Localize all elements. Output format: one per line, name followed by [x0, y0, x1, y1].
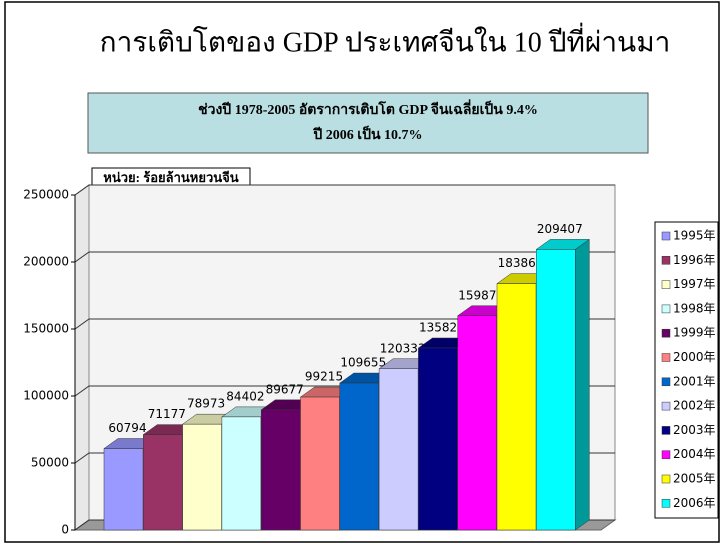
- y-tick-label: 200000: [23, 255, 69, 269]
- bar-face: [378, 368, 419, 531]
- bar-face: [339, 382, 380, 531]
- bar-face: [182, 423, 222, 531]
- legend-swatch: [661, 450, 671, 459]
- grid-line: [74, 184, 615, 196]
- legend-swatch: [661, 280, 671, 289]
- grid-line: [74, 318, 615, 330]
- bar-face: [260, 409, 301, 531]
- info-box: [87, 92, 649, 154]
- legend-swatch: [661, 401, 671, 411]
- bar-face: [536, 249, 576, 531]
- data-label: 135823: [419, 320, 465, 334]
- legend-swatch: [661, 304, 671, 314]
- data-label: 183868: [498, 256, 544, 270]
- data-label: 109655: [340, 356, 386, 370]
- legend-swatch: [661, 353, 671, 362]
- data-label: 120333: [380, 341, 426, 355]
- bar-face: [300, 396, 340, 531]
- legend-label: 2003年: [673, 423, 716, 437]
- legend-swatch: [661, 231, 671, 241]
- y-tick-label: 250000: [23, 188, 69, 202]
- legend-label: 2006年: [673, 496, 716, 510]
- bar-face: [221, 416, 262, 531]
- legend-label: 2005年: [673, 472, 716, 486]
- legend-label: 1996年: [673, 253, 716, 267]
- legend-swatch: [661, 499, 671, 508]
- legend-label: 1997年: [673, 277, 716, 291]
- legend-label: 2002年: [673, 399, 716, 413]
- bar-face: [575, 238, 590, 531]
- data-label: 159878: [458, 288, 504, 302]
- data-label: 209407: [537, 222, 583, 236]
- data-label: 84402: [226, 389, 264, 403]
- bar-face: [143, 434, 183, 531]
- legend: [654, 221, 719, 519]
- legend-swatch: [661, 474, 671, 484]
- bar-face: [457, 315, 497, 531]
- y-tick-label: 50000: [31, 456, 69, 470]
- bar: [535, 238, 591, 531]
- grid-line: [74, 251, 615, 263]
- data-label: 78973: [187, 397, 225, 411]
- bar-face: [496, 283, 537, 531]
- legend-swatch: [661, 377, 671, 387]
- legend-label: 1995年: [673, 229, 716, 243]
- legend-swatch: [661, 426, 671, 435]
- legend-label: 1998年: [673, 301, 716, 315]
- legend-swatch: [661, 256, 671, 265]
- data-label: 99215: [305, 370, 343, 384]
- y-tick-label: 0: [61, 523, 69, 537]
- legend-label: 1999年: [673, 326, 716, 340]
- data-label: 60794: [108, 421, 146, 435]
- bar-face: [418, 347, 458, 531]
- legend-label: 2001年: [673, 374, 716, 388]
- annotation: ช่วงปี 1978-2005 อัตราการเติบโต GDP จีนเ…: [198, 99, 538, 118]
- legend-label: 2000年: [673, 350, 716, 364]
- bar-face: [103, 448, 144, 531]
- chart-title: การเติบโตของ GDP ประเทศจีนใน 10 ปีที่ผ่า…: [100, 22, 671, 58]
- legend-swatch: [661, 328, 671, 338]
- y-tick-label: 150000: [23, 322, 69, 336]
- side-wall: [74, 184, 90, 531]
- annotation: ปี 2006 เป็น 10.7%: [312, 125, 423, 143]
- y-tick-label: 100000: [23, 389, 69, 403]
- data-label: 89677: [266, 382, 304, 396]
- data-label: 71177: [148, 407, 186, 421]
- legend-label: 2004年: [673, 447, 716, 461]
- unit-label: หน่วย: ร้อยล้านหยวนจีน: [103, 170, 239, 185]
